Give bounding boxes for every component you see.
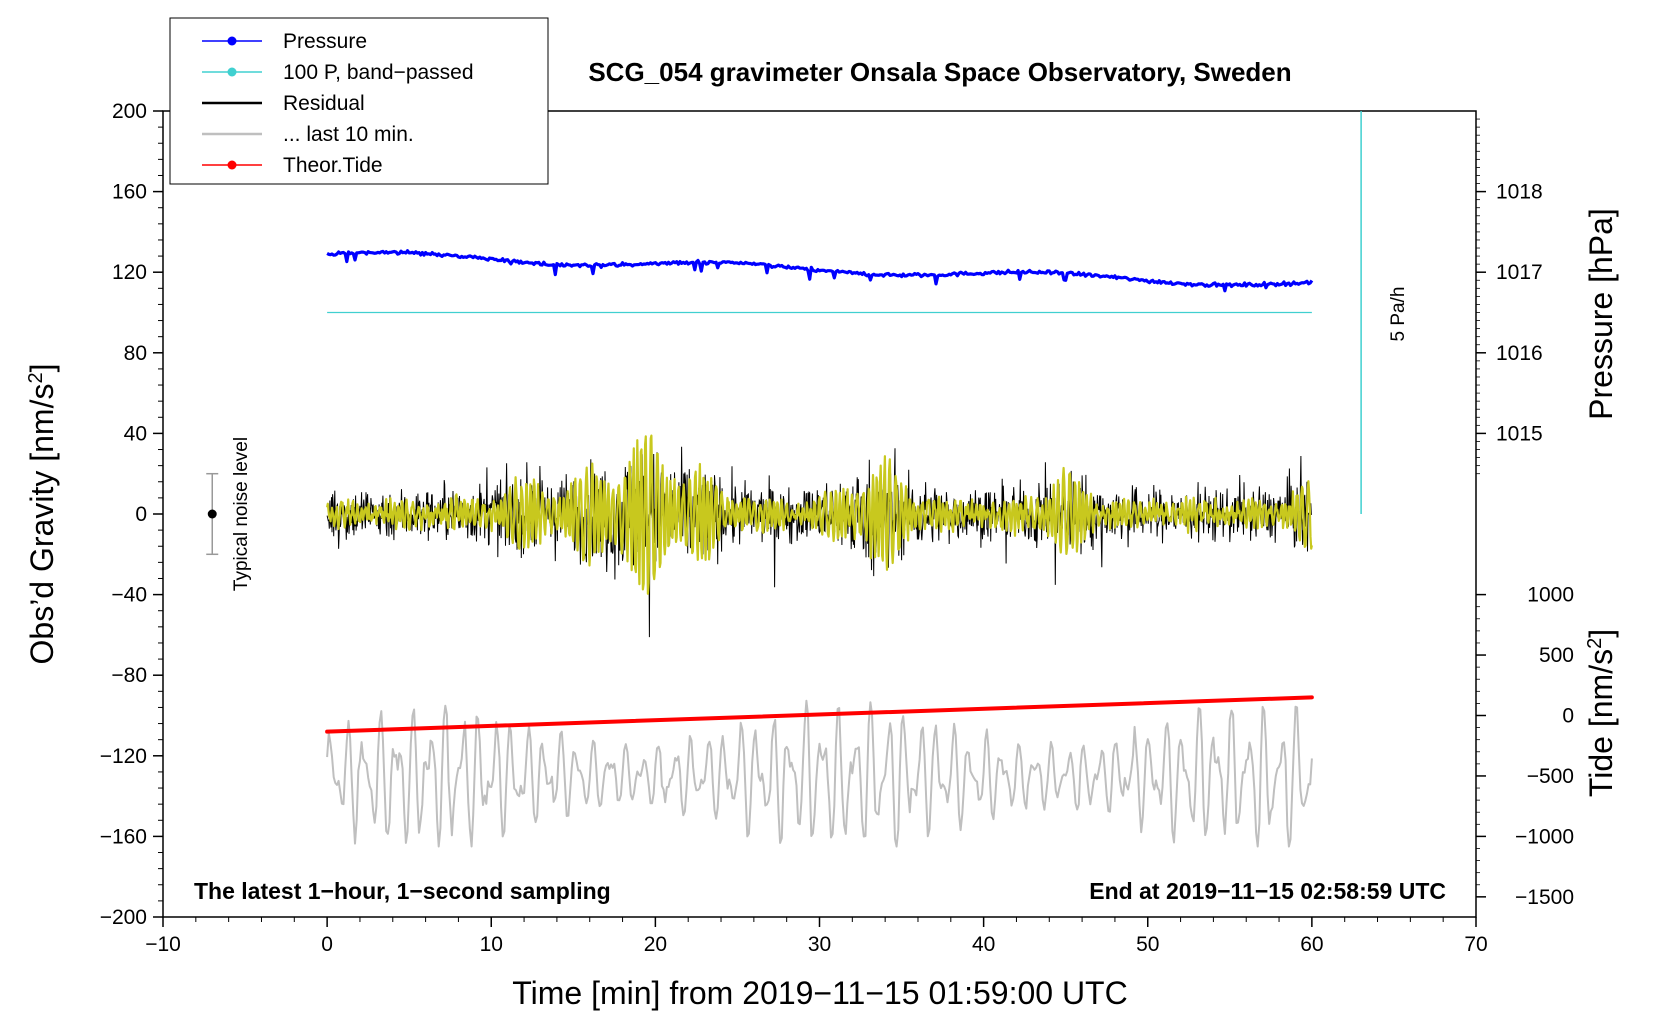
end-time-note: End at 2019−11−15 02:58:59 UTC [1089, 878, 1446, 904]
noise-level-label: Typical noise level [231, 437, 252, 591]
left-y-axis-label: Obs’d Gravity [nm/s2] [24, 364, 60, 665]
y-tick-label: −120 [100, 745, 147, 768]
tide-tick-label: 0 [1562, 705, 1574, 728]
y-tick-label: 120 [112, 261, 147, 284]
tide-tick-label: −1000 [1515, 825, 1574, 848]
noise-level-indicator [206, 472, 219, 556]
pressure-tick-label: 1016 [1496, 342, 1543, 365]
noise-level-dot [207, 509, 217, 519]
theoretical-tide-series [325, 695, 1314, 734]
chart-title: SCG_054 gravimeter Onsala Space Observat… [588, 57, 1291, 87]
legend-label: ... last 10 min. [283, 123, 414, 146]
tide-tick-label: 500 [1539, 644, 1574, 667]
y-tick-label: −80 [111, 664, 147, 687]
y-tick-label: −160 [100, 825, 147, 848]
legend-box [169, 17, 549, 185]
residual-series [326, 446, 1312, 638]
pressure-series [326, 249, 1314, 293]
sampling-note: The latest 1−hour, 1−second sampling [194, 878, 611, 904]
x-tick-label: 20 [644, 933, 667, 956]
tide-tick-label: −1500 [1515, 886, 1574, 909]
last-10-min-series [326, 699, 1313, 848]
series-layer [325, 249, 1314, 848]
legend-label: Residual [283, 92, 365, 115]
y-tick-label: 80 [124, 342, 147, 365]
x-axis: −10 0 10 20 30 40 50 60 70 [145, 917, 1488, 956]
bandpassed-residual-series [326, 434, 1313, 595]
legend-marker [227, 36, 237, 46]
pressure-axis-label: Pressure [hPa] [1583, 208, 1619, 420]
pressure-tick-label: 1018 [1496, 181, 1543, 204]
y-tick-label: 40 [124, 422, 147, 445]
x-axis-label: Time [min] from 2019−11−15 01:59:00 UTC [512, 975, 1127, 1011]
pressure-tick-label: 1015 [1496, 422, 1543, 445]
y-tick-label: 0 [135, 503, 147, 526]
x-tick-label: 70 [1464, 933, 1487, 956]
legend-marker [227, 160, 237, 170]
x-tick-label: 10 [480, 933, 503, 956]
y-tick-label: −200 [100, 906, 147, 929]
tide-axis-label: Tide [nm/s2] [1583, 629, 1619, 797]
legend-label: Theor.Tide [283, 154, 383, 177]
rate-scale-label: 5 Pa/h [1388, 287, 1409, 342]
left-y-axis-label-text: Obs’d Gravity [nm/s [24, 384, 60, 665]
legend: Pressure 100 P, band−passed Residual ... la… [169, 17, 549, 185]
tide-axis: −1500 −1000 −500 0 500 1000 [1476, 584, 1574, 909]
legend-marker [227, 67, 237, 77]
x-tick-label: 60 [1300, 933, 1323, 956]
y-tick-label: 160 [112, 181, 147, 204]
pressure-axis: 1015 1016 1017 1018 [1476, 118, 1543, 475]
x-tick-label: 0 [321, 933, 333, 956]
left-y-axis: −200 −160 −120 −80 −40 0 40 80 120 160 200 [100, 100, 163, 929]
tide-tick-label: 1000 [1527, 584, 1574, 607]
x-tick-label: 40 [972, 933, 995, 956]
tide-tick-label: −500 [1527, 765, 1574, 788]
x-tick-label: 50 [1136, 933, 1159, 956]
x-tick-label: −10 [145, 933, 181, 956]
y-tick-label: 200 [112, 100, 147, 123]
x-tick-label: 30 [808, 933, 831, 956]
legend-label: 100 P, band−passed [283, 61, 474, 84]
y-tick-label: −40 [111, 584, 147, 607]
pressure-tick-label: 1017 [1496, 261, 1543, 284]
legend-label: Pressure [283, 30, 367, 53]
